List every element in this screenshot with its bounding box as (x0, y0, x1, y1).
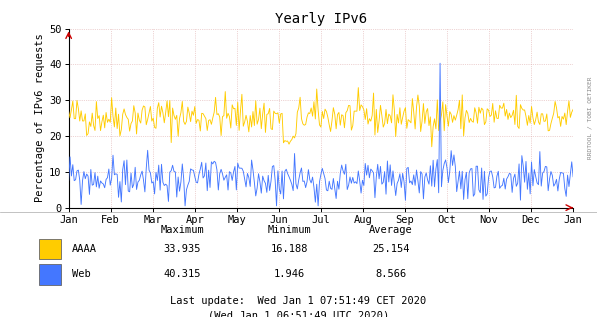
Bar (39, 239, 61, 259)
Text: 25.154: 25.154 (373, 244, 410, 254)
Text: 40.315: 40.315 (164, 269, 201, 279)
Text: RRDTOOL / TOBI OETIKER: RRDTOOL / TOBI OETIKER (588, 76, 593, 158)
Text: Minimum: Minimum (267, 225, 312, 235)
Text: AAAA: AAAA (72, 244, 97, 254)
Text: Web: Web (72, 269, 90, 279)
Text: 33.935: 33.935 (164, 244, 201, 254)
Bar (39, 264, 61, 285)
Text: (Wed Jan 1 06:51:49 UTC 2020): (Wed Jan 1 06:51:49 UTC 2020) (208, 311, 389, 317)
Text: 1.946: 1.946 (274, 269, 305, 279)
Text: 8.566: 8.566 (376, 269, 407, 279)
Text: Last update:  Wed Jan 1 07:51:49 CET 2020: Last update: Wed Jan 1 07:51:49 CET 2020 (170, 296, 427, 306)
Text: 16.188: 16.188 (271, 244, 308, 254)
Y-axis label: Percentage of IPv6 requests: Percentage of IPv6 requests (35, 34, 45, 203)
Title: Yearly IPv6: Yearly IPv6 (275, 12, 367, 26)
Text: Average: Average (369, 225, 413, 235)
Text: Maximum: Maximum (160, 225, 204, 235)
